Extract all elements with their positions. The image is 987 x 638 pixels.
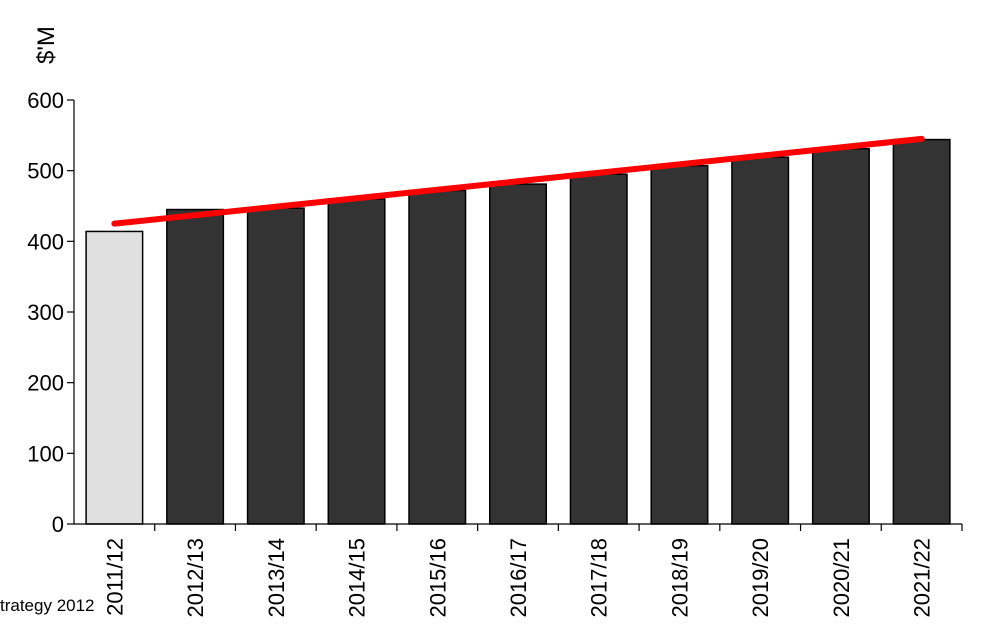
- bar-2014-15: [327, 198, 386, 525]
- bar-2021-22: [892, 138, 951, 525]
- bar-2016-17: [488, 183, 548, 525]
- x-axis: 2011/12 2012/13 2013/14 2014/15 2015/16 2016/…: [74, 523, 963, 618]
- y-axis-label: $'M: [33, 26, 60, 64]
- x-tick-label: 2018/19: [667, 538, 692, 618]
- x-tick-label: 2017/18: [587, 538, 612, 618]
- x-tick-label: 2020/21: [829, 538, 854, 618]
- x-tick-label: 2011/12: [102, 538, 127, 616]
- trend-line: [111, 135, 925, 227]
- bar-2011-12: [85, 230, 144, 525]
- bar-2015-16: [408, 189, 467, 525]
- x-tick-label: 2013/14: [264, 538, 289, 618]
- y-tick-label: 100: [27, 441, 64, 466]
- bar-2017-18: [569, 173, 628, 525]
- y-tick-label: 500: [27, 159, 64, 184]
- x-tick-label: 2014/15: [345, 538, 370, 618]
- y-tick-label: 300: [27, 300, 64, 325]
- y-tick-label: 400: [27, 229, 64, 254]
- x-tick-label: 2021/22: [910, 538, 935, 618]
- x-tick-label: 2012/13: [183, 538, 208, 618]
- x-tick-label: 2019/20: [748, 538, 773, 618]
- y-tick-label: 600: [27, 88, 64, 113]
- y-axis: 0 100 200 300 400 500 600: [27, 88, 75, 537]
- bar-2019-20: [731, 156, 790, 525]
- y-tick-label: 0: [52, 512, 64, 537]
- bar-2013-14: [246, 207, 305, 525]
- bar-2012-13: [166, 208, 225, 525]
- source-footnote: trategy 2012: [0, 596, 95, 615]
- bar-2018-19: [650, 164, 709, 525]
- x-tick-label: 2016/17: [506, 538, 531, 618]
- x-tick-label: 2015/16: [425, 538, 450, 618]
- bars-group: [85, 138, 951, 525]
- y-tick-label: 200: [27, 371, 64, 396]
- bar-2020-21: [811, 148, 870, 525]
